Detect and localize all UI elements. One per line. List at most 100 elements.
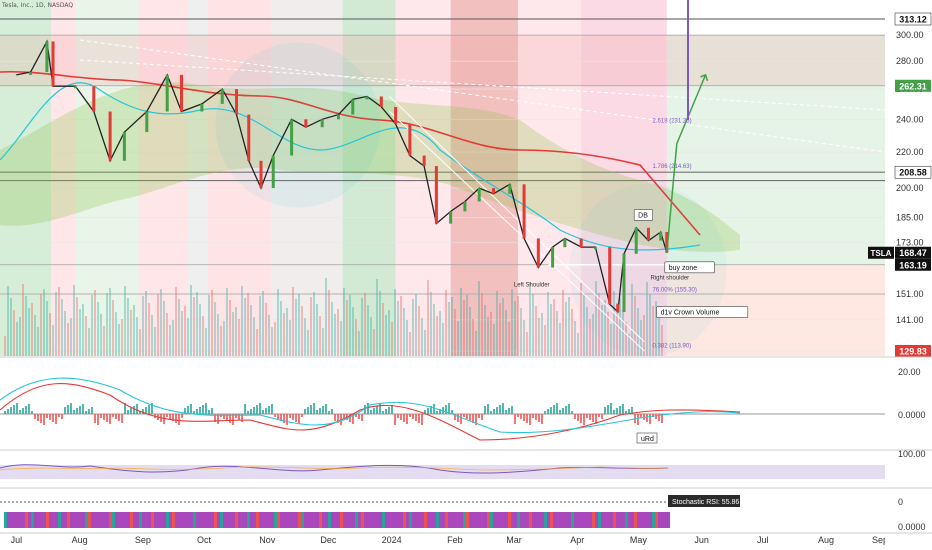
stoch-bar [307,512,310,528]
volume-bar [286,308,288,356]
volume-bar [412,299,414,356]
macd-line [0,383,741,441]
macd-bar [586,414,588,418]
x-axis-label: Sep [135,535,151,545]
volume-bar [523,320,525,356]
stoch-bar [382,512,385,528]
base-line [0,70,701,236]
volume-bar [634,296,636,356]
macd-bar [46,414,48,418]
annotation-label: 76.00% (155.30) [653,288,697,294]
macd-bar [205,403,207,414]
stoch-bar [475,512,478,528]
time-band [342,0,396,356]
stoch-bar [88,512,91,528]
stoch-bar [184,512,187,528]
crown-circle-left [215,42,381,208]
macd-bar [172,414,174,421]
x-axis-label: Feb [447,535,463,545]
macd-bar [391,405,393,414]
volume-bar [460,288,462,356]
volume-bar [379,291,381,356]
volume-bar [79,309,81,356]
macd-bar [568,404,570,414]
stoch-bar [352,512,355,528]
stoch-bar [625,512,628,528]
candle [108,111,112,161]
stoch-bar [406,512,409,528]
macd-bar [268,406,270,414]
stoch-bar [442,512,445,528]
candle [646,227,650,241]
volume-bar [208,295,210,356]
volume-bar [337,309,339,356]
volume-bar [658,313,660,356]
price-label [895,79,931,92]
volume-bar [328,290,330,356]
volume-bar [346,300,348,356]
stoch-bar [547,512,550,528]
macd-bar [550,407,552,414]
stoch-bar [100,512,103,528]
macd-bar [523,414,525,421]
macd-bar [106,414,108,422]
stoch-bar [445,512,448,528]
stoch-bar [265,512,268,528]
stoch-bar [409,512,412,528]
candle [351,99,355,115]
volume-bar [73,285,75,356]
volume-bar [259,296,261,356]
macd-bar [85,411,87,414]
volume-bar [271,327,273,356]
price-label-text: 129.83 [899,347,927,357]
volume-bar [397,301,399,356]
candle [304,119,308,128]
volume-bar [508,322,510,356]
stoch-bar [484,512,487,528]
volume-bar [373,329,375,356]
macd-bar [409,414,411,417]
macd-bar [100,414,102,418]
volume-bar [148,303,150,356]
macd-bar [580,414,582,423]
volume-bar [436,316,438,356]
volume-bar [238,319,240,356]
macd-bar [619,406,621,414]
price-line [16,39,668,314]
volume-bar [289,320,291,356]
volume-bar [544,325,546,356]
volume-bar [574,321,576,356]
stoch-bar [652,512,655,528]
macd-bar [622,404,624,414]
candle [365,96,369,100]
volume-bar [7,286,9,356]
macd-bar [370,410,372,414]
candle [259,160,263,189]
macd-bar [304,409,306,414]
macd-bar [199,407,201,414]
volume-bar [625,322,627,356]
macd-bar [640,414,642,418]
volume-bar [88,328,90,356]
stoch-bar [130,512,133,528]
volume-bar [493,324,495,356]
stoch-bar [433,512,436,528]
volume-bar [100,314,102,356]
macd-bar [457,414,459,422]
macd-bar [70,403,72,414]
stoch-bar [568,512,571,528]
annotation-label: 1.786 (214.63) [653,164,692,170]
macd-bar [604,407,606,414]
volume-bar [598,293,600,356]
stoch-bar [76,512,79,528]
candle [477,188,481,202]
stoch-bar [346,512,349,528]
candle [271,155,275,189]
stoch-bar [175,512,178,528]
macd-bar [508,408,510,414]
volume-bar [82,304,84,356]
volume-bar [199,304,201,356]
candle [45,41,49,73]
volume-bar [376,279,378,356]
